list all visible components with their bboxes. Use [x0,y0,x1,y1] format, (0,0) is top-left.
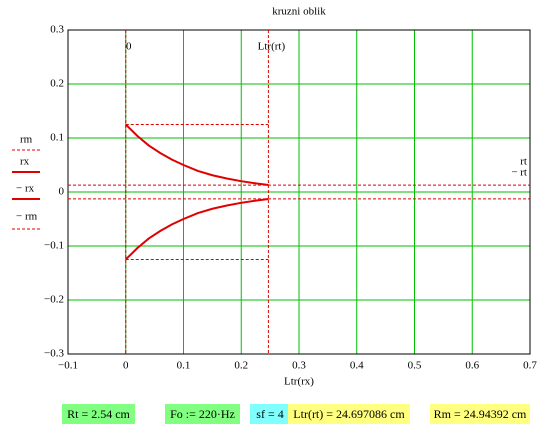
y-tick-label: −0.1 [44,240,64,252]
result-box: Rt = 2.54 cm [62,404,135,424]
x-tick-label: 0.2 [234,360,248,372]
x-tick-label: 0.7 [523,360,537,372]
y-tick-label: −0.2 [44,294,64,306]
y-tick-label: 0.3 [50,24,64,36]
result-box: Ltr(rt) = 24.697086 cm [288,404,410,424]
legend-label: rm [20,134,33,146]
marker-label: 0 [126,41,132,53]
x-tick-label: 0.5 [408,360,422,372]
legend-label: − rt [511,167,527,179]
x-tick-label: 0.6 [465,360,479,372]
y-tick-label: 0.1 [50,132,64,144]
chart: kruzni oblik Ltr(rx) −0.1 0 0.1 0.2 0.3 0.4 0.… [12,6,537,388]
result-box: Fo := 220·Hz [165,404,240,424]
plot-border [67,29,531,355]
x-tick-label: 0.3 [292,360,306,372]
x-tick-label: 0 [123,360,129,372]
x-tick-label: 0.1 [177,360,191,372]
y-tick-label: −0.3 [44,348,64,360]
legend-label: rx [20,156,30,168]
result-box: sf = 4 [250,404,290,424]
x-axis-label: Ltr(rx) [284,376,314,388]
legend-label: − rx [16,183,35,195]
chart-title: kruzni oblik [272,6,326,18]
y-tick-label: 0 [59,186,65,198]
series-line [125,198,269,261]
result-box: Rm = 24.94392 cm [430,404,530,424]
legend-label: rt [520,156,527,168]
x-tick-label: −0.1 [58,360,78,372]
marker-label: Ltr(rt) [258,41,286,53]
y-tick-label: 0.2 [50,78,64,90]
x-tick-label: 0.4 [350,360,364,372]
legend-label: − rm [16,211,38,223]
series-line [125,123,269,186]
